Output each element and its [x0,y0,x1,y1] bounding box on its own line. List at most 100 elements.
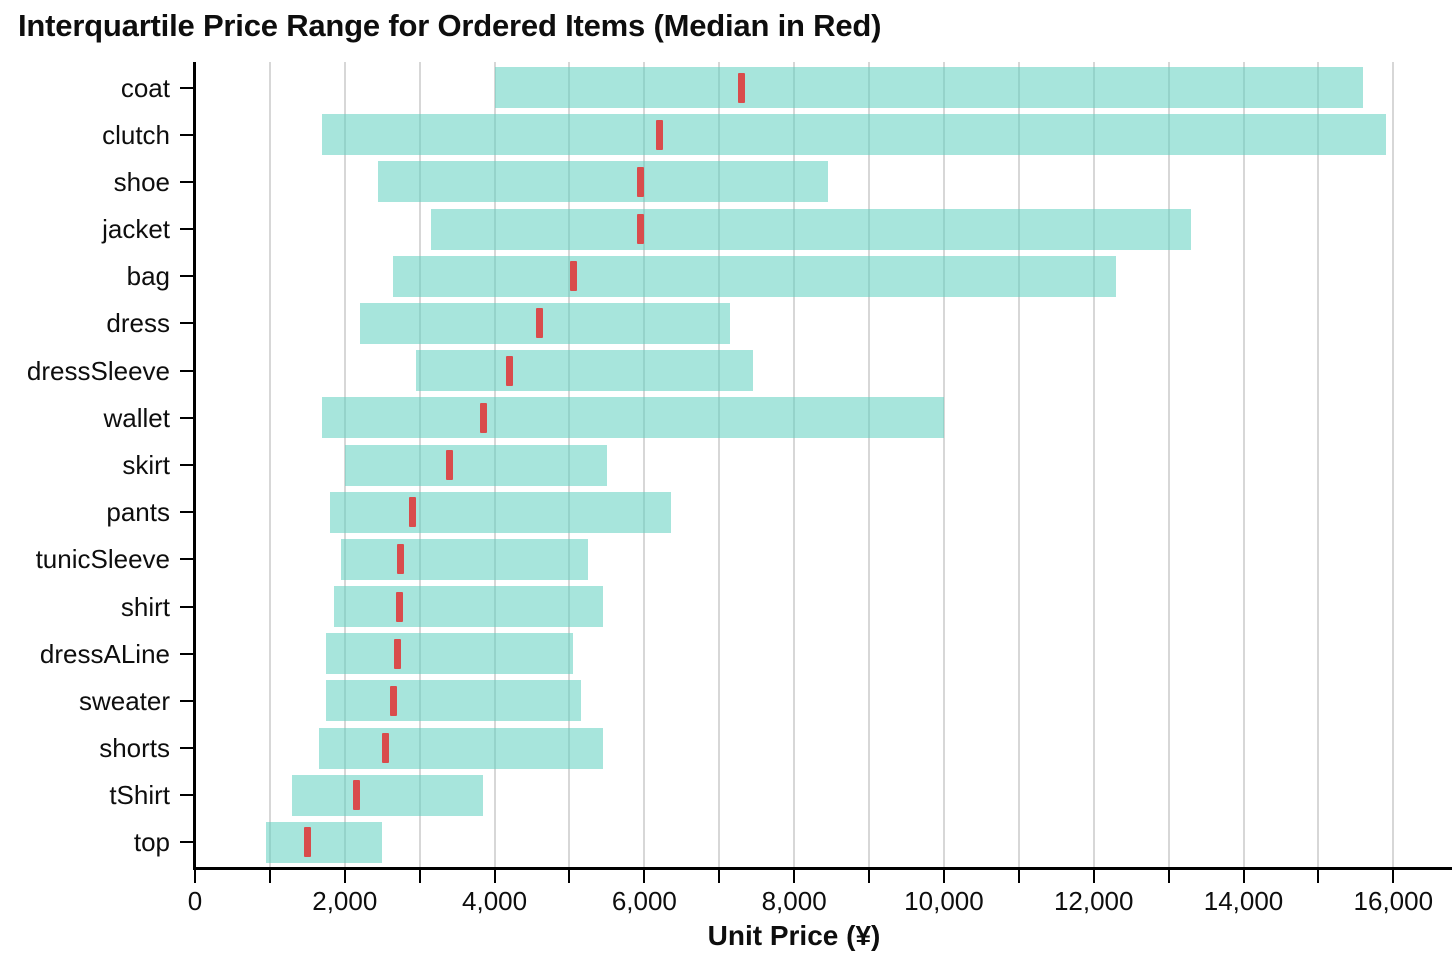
median-marker [655,119,663,150]
iqr-bar [378,161,828,203]
y-axis-tick [180,464,193,467]
y-axis-category-label: shoe [113,166,170,197]
x-axis-tick [1242,870,1245,883]
median-marker [536,308,543,339]
iqr-bar [318,727,604,769]
y-axis-category-label: dress [106,308,170,339]
gridline [718,62,721,867]
x-axis-tick [418,870,421,883]
x-axis-tick-label: 8,000 [761,886,827,916]
x-axis-line [193,867,1452,870]
y-axis-category-label: skirt [122,450,170,481]
x-axis-tick [718,870,721,883]
gridline [1317,62,1320,867]
x-axis-tick-label: 6,000 [611,886,677,916]
x-axis-tick-label: 0 [187,886,203,916]
gridline [1167,62,1170,867]
y-axis-tick [180,275,193,278]
y-axis-category-label: clutch [102,119,170,150]
iqr-bar [393,255,1117,297]
iqr-bar [344,444,607,486]
y-axis-category-label: dressSleeve [26,355,170,386]
x-axis-tick [343,870,346,883]
x-axis-tick-label: 2,000 [312,886,378,916]
iqr-bar [359,302,731,344]
y-axis-line [193,62,196,870]
median-marker [397,544,405,575]
iqr-bar [266,821,383,863]
y-axis-category-label: coat [120,72,170,103]
median-marker [738,72,746,103]
gridline [643,62,646,867]
y-axis-tick [180,841,193,844]
y-axis-category-label: shorts [99,733,170,764]
gridline [1092,62,1095,867]
x-axis-tick [868,870,871,883]
x-axis-tick [568,870,571,883]
y-axis-category-label: top [133,827,170,858]
iqr-bar [326,680,581,722]
x-axis-tick [268,870,271,883]
gridline [942,62,945,867]
x-axis-tick [1017,870,1020,883]
iqr-bar [333,586,604,628]
median-marker [395,591,403,622]
y-axis-category-label: tShirt [109,780,170,811]
median-marker [506,355,514,386]
x-axis-tick-label: 14,000 [1203,886,1284,916]
median-marker [303,827,311,858]
median-marker [637,166,645,197]
iqr-bar [430,208,1192,250]
median-marker [479,402,487,433]
iqr-bar [494,67,1364,109]
gridline [868,62,871,867]
iqr-bar [322,397,944,439]
x-axis-title: Unit Price (¥) [707,920,881,951]
gridline [793,62,796,867]
y-axis-category-label: jacket [102,214,170,245]
iqr-bar [322,114,1386,156]
x-axis-tick [1092,870,1095,883]
median-marker [408,497,416,528]
gridline [268,62,271,867]
iqr-bar [329,491,671,533]
y-axis-tick [180,180,193,183]
median-marker [569,261,577,292]
iqr-bar [415,350,753,392]
y-axis-tick [180,558,193,561]
chart-title: Interquartile Price Range for Ordered It… [18,8,882,43]
y-axis-tick [180,416,193,419]
iqr-bar [341,538,589,580]
median-marker [352,780,360,811]
iqr-bar [326,633,574,675]
y-axis-tick [180,228,193,231]
gridline [1017,62,1020,867]
x-axis-tick [1392,870,1395,883]
x-axis-tick [493,870,496,883]
x-axis-tick [793,870,796,883]
y-axis-tick [180,699,193,702]
gridline [1392,62,1395,867]
median-marker [446,450,454,481]
x-axis-tick [1167,870,1170,883]
y-axis-tick [180,511,193,514]
y-axis-tick [180,605,193,608]
y-axis-category-label: pants [106,497,170,528]
y-axis-tick [180,322,193,325]
x-axis-tick [1317,870,1320,883]
x-axis-tick [194,870,196,883]
iqr-bar [292,774,484,816]
y-axis-tick [180,794,193,797]
x-axis-tick-label: 12,000 [1053,886,1134,916]
median-marker [393,638,401,669]
y-axis-category-label: shirt [120,591,170,622]
gridline [1242,62,1245,867]
median-marker [637,214,645,245]
y-axis-tick [180,133,193,136]
y-axis-category-label: tunicSleeve [35,544,170,575]
y-axis-tick [180,652,193,655]
y-axis-category-label: bag [126,261,170,292]
median-marker [389,685,397,716]
x-axis-tick-label: 10,000 [904,886,984,916]
